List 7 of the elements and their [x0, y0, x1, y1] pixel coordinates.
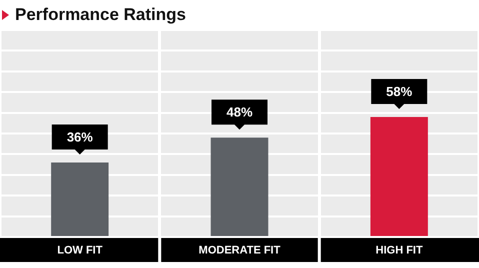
data-label: 58% — [386, 84, 413, 100]
x-tick-label: HIGH FIT — [376, 244, 423, 257]
x-tick-label: LOW FIT — [57, 244, 103, 257]
chart-title: Performance Ratings — [15, 5, 186, 25]
data-label: 48% — [226, 104, 253, 120]
data-label: 36% — [66, 130, 94, 145]
x-tick-label: MODERATE FIT — [198, 244, 281, 257]
